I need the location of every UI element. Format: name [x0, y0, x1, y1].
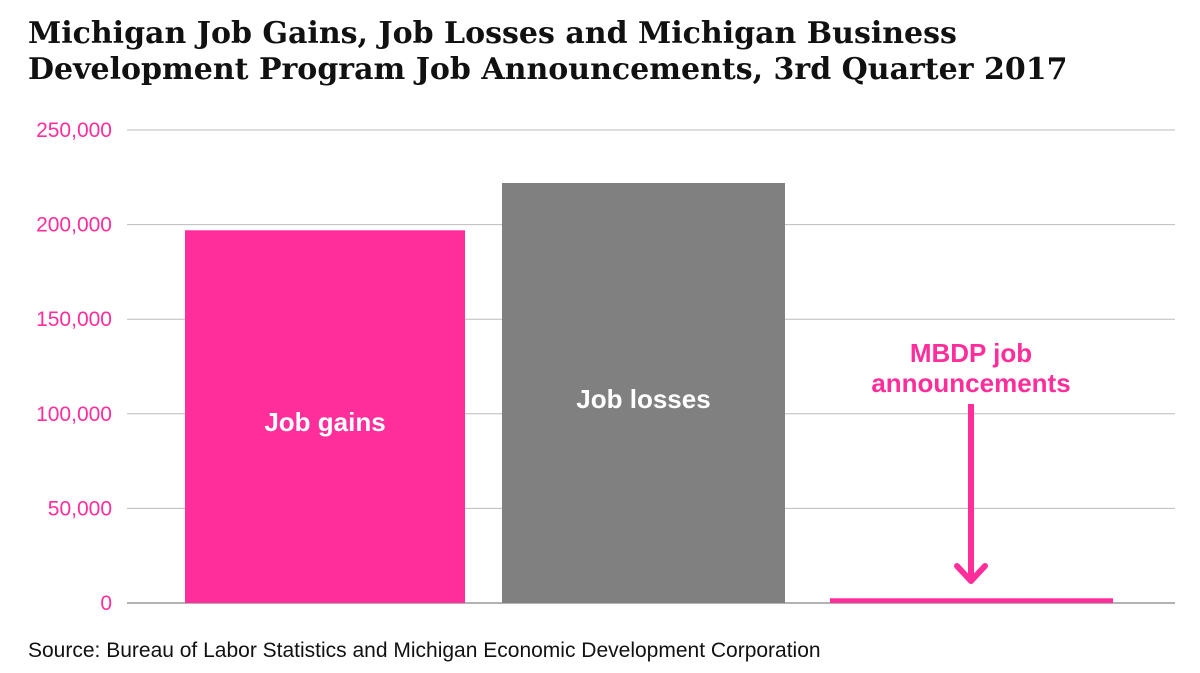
bar-job-losses	[502, 182, 785, 603]
annotation-label: MBDP job	[910, 338, 1032, 368]
y-tick-label: 250,000	[36, 119, 112, 142]
y-tick-label: 100,000	[36, 403, 112, 426]
chart-title-line-2: Development Program Job Announcements, 3…	[28, 52, 1068, 87]
source-note: Source: Bureau of Labor Statistics and M…	[28, 639, 821, 662]
annotation-label: announcements	[871, 368, 1070, 398]
annotation-arrow-head	[954, 563, 988, 584]
y-tick-label: 50,000	[48, 497, 112, 520]
bar-label: Job losses	[576, 384, 710, 414]
bar-mbdp-job-announcements	[830, 598, 1113, 603]
y-tick-label: 150,000	[36, 308, 112, 331]
bar-job-gains	[185, 230, 465, 603]
chart-title: Michigan Job Gains, Job Losses and Michi…	[28, 16, 1178, 88]
y-tick-label: 200,000	[36, 214, 112, 237]
y-tick-label: 0	[100, 592, 112, 615]
chart-title-line-1: Michigan Job Gains, Job Losses and Michi…	[28, 16, 957, 51]
bar-label: Job gains	[264, 407, 385, 437]
